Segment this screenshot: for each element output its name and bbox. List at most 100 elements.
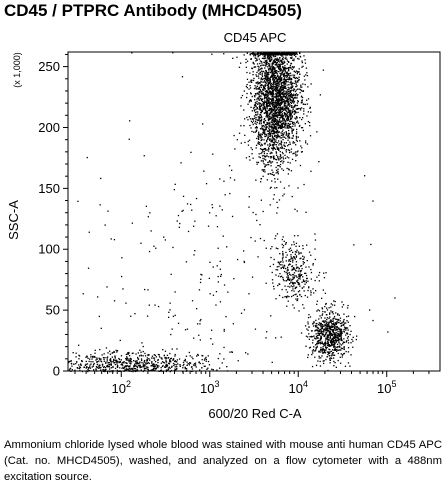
scatter-point xyxy=(316,342,318,345)
scatter-point xyxy=(319,324,321,326)
scatter-point xyxy=(274,108,276,110)
scatter-point xyxy=(268,124,270,126)
scatter-point xyxy=(95,368,97,370)
scatter-point xyxy=(286,98,288,100)
scatter-point xyxy=(106,286,108,288)
scatter-point xyxy=(345,332,348,334)
scatter-point xyxy=(305,211,307,213)
scatter-point xyxy=(285,52,288,54)
scatter-point xyxy=(293,277,295,279)
scatter-point xyxy=(224,194,226,196)
scatter-point xyxy=(273,146,275,148)
scatter-point xyxy=(267,87,269,89)
scatter-point xyxy=(285,95,287,98)
scatter-point xyxy=(270,102,272,104)
scatter-point xyxy=(284,285,286,287)
scatter-point xyxy=(197,354,199,356)
scatter-point xyxy=(256,88,258,90)
scatter-point xyxy=(229,177,232,179)
scatter-point xyxy=(267,105,269,107)
scatter-point xyxy=(321,297,323,299)
scatter-point xyxy=(269,125,271,127)
scatter-point xyxy=(339,328,341,330)
scatter-point xyxy=(288,129,290,132)
scatter-point xyxy=(277,116,279,119)
scatter-point xyxy=(165,364,167,366)
scatter-point xyxy=(323,334,325,336)
scatter-point xyxy=(337,334,339,336)
scatter-point xyxy=(295,139,298,141)
scatter-point xyxy=(303,280,306,282)
scatter-point xyxy=(169,371,171,373)
scatter-point xyxy=(184,367,186,369)
scatter-point xyxy=(342,321,344,323)
scatter-point xyxy=(291,265,293,268)
scatter-point xyxy=(259,83,261,85)
scatter-point xyxy=(288,260,290,262)
scatter-point xyxy=(131,52,133,54)
scatter-point xyxy=(171,328,173,330)
scatter-point xyxy=(262,170,265,172)
scatter-point xyxy=(296,116,298,118)
scatter-point xyxy=(87,370,89,373)
scatter-point xyxy=(268,73,270,75)
scatter-point xyxy=(258,133,260,135)
scatter-point xyxy=(272,119,274,121)
scatter-point xyxy=(291,86,294,89)
scatter-point xyxy=(308,338,310,340)
scatter-point xyxy=(257,256,259,258)
scatter-point xyxy=(281,89,284,91)
scatter-point xyxy=(270,256,272,259)
scatter-point xyxy=(295,77,298,79)
scatter-point xyxy=(274,55,277,58)
scatter-point xyxy=(254,104,257,106)
scatter-point xyxy=(271,361,273,363)
scatter-point xyxy=(319,365,322,367)
scatter-point xyxy=(103,366,105,369)
scatter-point xyxy=(335,339,337,341)
scatter-point xyxy=(229,192,231,195)
scatter-point xyxy=(268,117,270,119)
scatter-point xyxy=(275,172,277,174)
scatter-point xyxy=(250,92,252,94)
scatter-point xyxy=(324,311,326,313)
scatter-point xyxy=(297,283,300,286)
scatter-point xyxy=(113,350,115,353)
scatter-point xyxy=(250,120,253,122)
scatter-point xyxy=(146,359,149,361)
scatter-point xyxy=(177,363,179,365)
scatter-point xyxy=(89,367,92,369)
scatter-point xyxy=(275,77,278,79)
scatter-point xyxy=(295,264,297,266)
scatter-point xyxy=(281,99,283,101)
scatter-point xyxy=(255,179,257,181)
scatter-point xyxy=(262,89,264,91)
scatter-point xyxy=(262,53,264,55)
scatter-point xyxy=(281,54,283,56)
scatter-point xyxy=(315,364,318,366)
scatter-point xyxy=(262,85,264,87)
scatter-point xyxy=(276,104,278,106)
scatter-point xyxy=(285,279,288,282)
scatter-point xyxy=(268,101,270,103)
scatter-point xyxy=(268,90,271,92)
scatter-point xyxy=(272,72,274,74)
scatter-point xyxy=(253,131,255,133)
scatter-point xyxy=(314,279,316,282)
scatter-point xyxy=(312,322,314,325)
scatter-point xyxy=(246,52,248,54)
scatter-point xyxy=(294,151,297,153)
scatter-point xyxy=(298,268,300,270)
scatter-point xyxy=(278,131,280,133)
scatter-point xyxy=(292,98,294,100)
scatter-point xyxy=(333,346,335,348)
scatter-point xyxy=(341,354,344,356)
scatter-point xyxy=(107,366,109,368)
scatter-point xyxy=(204,365,206,367)
scatter-point xyxy=(281,264,283,266)
scatter-point xyxy=(299,258,301,260)
scatter-point xyxy=(311,330,313,332)
scatter-point xyxy=(267,58,269,60)
scatter-point xyxy=(280,115,283,117)
scatter-point xyxy=(291,101,293,103)
